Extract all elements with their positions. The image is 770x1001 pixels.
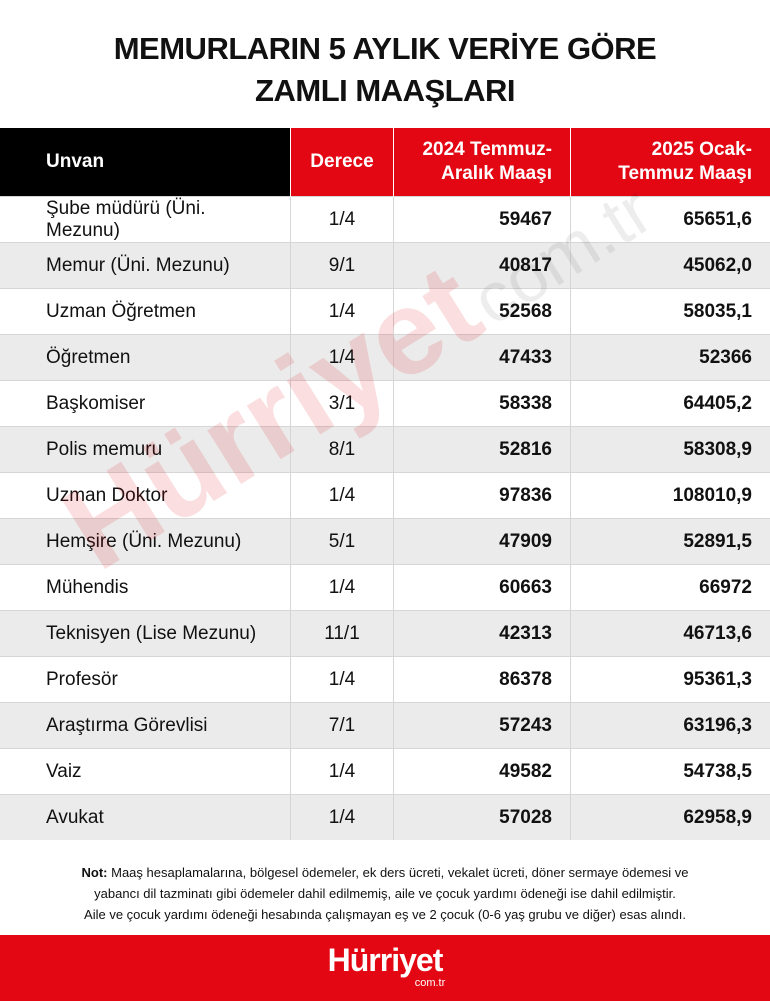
table-cell: 64405,2 (570, 380, 770, 427)
table-cell: 63196,3 (570, 702, 770, 749)
table-cell: 3/1 (290, 380, 394, 427)
table-cell: 58035,1 (570, 288, 770, 335)
table-cell: 1/4 (290, 794, 394, 840)
note-text: Maaş hesaplamalarına, bölgesel ödemeler,… (111, 865, 689, 880)
table-cell: Teknisyen (Lise Mezunu) (0, 610, 291, 657)
note-label: Not: (81, 865, 108, 880)
title-line: ZAMLI MAAŞLARI (255, 73, 515, 108)
table-cell: 52891,5 (570, 518, 770, 565)
table-cell: 58338 (393, 380, 571, 427)
note-line: Aile ve çocuk yardımı ödeneği hesabında … (84, 907, 686, 922)
table-cell: 65651,6 (570, 196, 770, 243)
table-cell: 1/4 (290, 334, 394, 381)
table-cell: 62958,9 (570, 794, 770, 840)
table-row: Başkomiser 3/1 58338 64405,2 (0, 380, 770, 427)
table-row: Memur (Üni. Mezunu) 9/1 40817 45062,0 (0, 242, 770, 289)
column-header: 2024 Temmuz-Aralık Maaşı (393, 128, 571, 197)
table-cell: Öğretmen (0, 334, 291, 381)
table-row: Avukat 1/4 57028 62958,9 (0, 794, 770, 840)
title: MEMURLARIN 5 AYLIK VERİYE GÖRE ZAMLI MAA… (0, 28, 770, 112)
note-line: yabancı dil tazminatı gibi ödemeler dahi… (94, 886, 676, 901)
table-row: Mühendis 1/4 60663 66972 (0, 564, 770, 611)
column-header: 2025 Ocak-Temmuz Maaşı (570, 128, 770, 197)
table-cell: 97836 (393, 472, 571, 519)
table-row: Hemşire (Üni. Mezunu) 5/1 47909 52891,5 (0, 518, 770, 565)
table-cell: Avukat (0, 794, 291, 840)
footer: Hürriyet com.tr (0, 935, 770, 1001)
table-cell: Şube müdürü (Üni. Mezunu) (0, 196, 291, 243)
table-cell: 46713,6 (570, 610, 770, 657)
table-cell: 54738,5 (570, 748, 770, 795)
table-cell: 9/1 (290, 242, 394, 289)
note: Not: Maaş hesaplamalarına, bölgesel ödem… (0, 862, 770, 925)
title-line: MEMURLARIN 5 AYLIK VERİYE GÖRE (113, 31, 657, 66)
header-row: Unvan Derece 2024 Temmuz-Aralık Maaşı 2025 … (0, 128, 770, 197)
table-cell: 1/4 (290, 472, 394, 519)
table-cell: 95361,3 (570, 656, 770, 703)
table-cell: 47433 (393, 334, 571, 381)
table-row: Teknisyen (Lise Mezunu) 11/1 42313 46713,6 (0, 610, 770, 657)
table-cell: 57243 (393, 702, 571, 749)
table-cell: Araştırma Görevlisi (0, 702, 291, 749)
table-cell: Memur (Üni. Mezunu) (0, 242, 291, 289)
table-cell: 108010,9 (570, 472, 770, 519)
table-cell: Hemşire (Üni. Mezunu) (0, 518, 291, 565)
table-cell: 52816 (393, 426, 571, 473)
table-row: Polis memuru 8/1 52816 58308,9 (0, 426, 770, 473)
table-row: Şube müdürü (Üni. Mezunu) 1/4 59467 65651,6 (0, 196, 770, 243)
table-cell: 49582 (393, 748, 571, 795)
table-cell: 1/4 (290, 564, 394, 611)
table-cell: 45062,0 (570, 242, 770, 289)
table-cell: 40817 (393, 242, 571, 289)
table-cell: 52366 (570, 334, 770, 381)
table-cell: 57028 (393, 794, 571, 840)
table-cell: 1/4 (290, 288, 394, 335)
table-cell: 66972 (570, 564, 770, 611)
column-header: Derece (290, 128, 394, 197)
table-cell: 58308,9 (570, 426, 770, 473)
table-cell: Başkomiser (0, 380, 291, 427)
table-cell: 1/4 (290, 656, 394, 703)
table-row: Profesör 1/4 86378 95361,3 (0, 656, 770, 703)
table-row: Uzman Doktor 1/4 97836 108010,9 (0, 472, 770, 519)
note-line: Not: Maaş hesaplamalarına, bölgesel ödem… (0, 862, 770, 883)
table-row: Uzman Öğretmen 1/4 52568 58035,1 (0, 288, 770, 335)
footer-brand: Hürriyet (327, 942, 444, 978)
table-cell: 1/4 (290, 196, 394, 243)
table-cell: 1/4 (290, 748, 394, 795)
table-cell: 11/1 (290, 610, 394, 657)
table-cell: 52568 (393, 288, 571, 335)
table-cell: Mühendis (0, 564, 291, 611)
salary-table: Unvan Derece 2024 Temmuz-Aralık Maaşı 2025 … (0, 128, 770, 840)
table-cell: 60663 (393, 564, 571, 611)
table-row: Vaiz 1/4 49582 54738,5 (0, 748, 770, 795)
table-cell: 5/1 (290, 518, 394, 565)
table-cell: 47909 (393, 518, 571, 565)
table-cell: Uzman Doktor (0, 472, 291, 519)
table-cell: Vaiz (0, 748, 291, 795)
table-cell: 7/1 (290, 702, 394, 749)
table-cell: Uzman Öğretmen (0, 288, 291, 335)
table-body: Şube müdürü (Üni. Mezunu) 1/4 59467 65651,6… (0, 196, 770, 840)
column-header: Unvan (0, 128, 291, 197)
table-cell: Polis memuru (0, 426, 291, 473)
footer-domain: com.tr (414, 977, 446, 989)
table-cell: 59467 (393, 196, 571, 243)
table-cell: 86378 (393, 656, 571, 703)
table-cell: 8/1 (290, 426, 394, 473)
table-row: Araştırma Görevlisi 7/1 57243 63196,3 (0, 702, 770, 749)
table-cell: Profesör (0, 656, 291, 703)
table-cell: 42313 (393, 610, 571, 657)
table-row: Öğretmen 1/4 47433 52366 (0, 334, 770, 381)
